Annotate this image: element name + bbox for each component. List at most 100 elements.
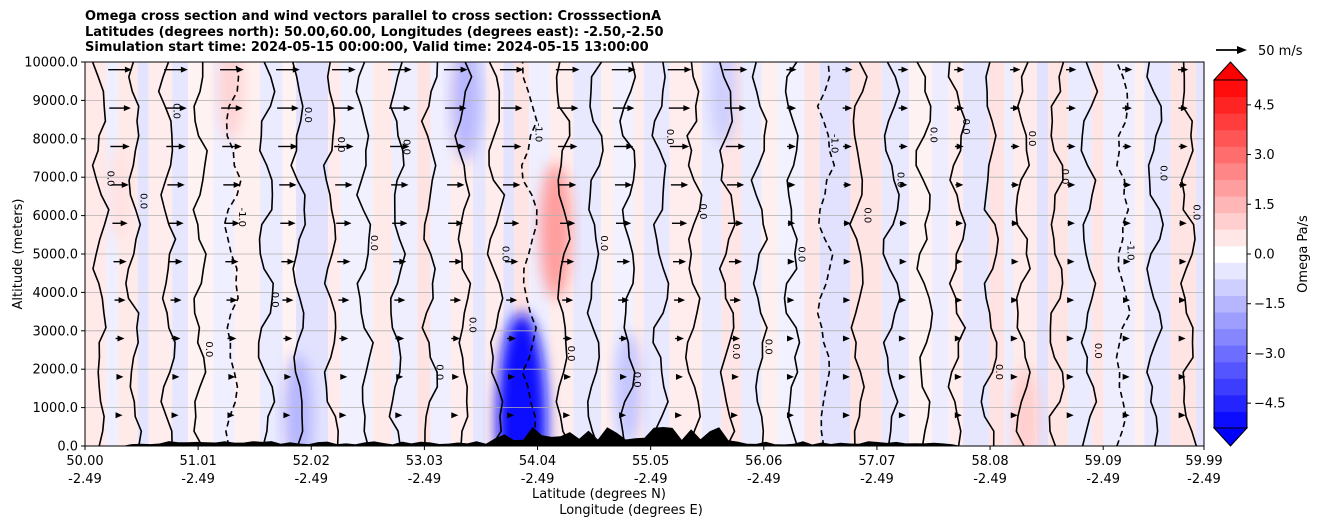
contour-line xyxy=(750,62,769,446)
x-tick-label-lon: -2.49 xyxy=(181,472,215,487)
contour-line xyxy=(816,62,836,446)
wind-vector-head xyxy=(628,66,636,73)
wind-vector-head xyxy=(1012,181,1020,188)
contour-label: 0.0 xyxy=(203,341,214,357)
wind-vectors xyxy=(108,66,1189,419)
wind-vector-head xyxy=(1122,335,1130,342)
wind-vector-head xyxy=(787,297,795,304)
wind-vector-head xyxy=(291,105,299,112)
wind-vector-head xyxy=(1010,335,1018,342)
colorbar-level xyxy=(1214,245,1247,263)
wind-vector-head xyxy=(1010,373,1018,380)
title-line-2: Latitudes (degrees north): 50.00,60.00, … xyxy=(85,24,664,40)
wind-vector-head xyxy=(1180,105,1188,112)
wind-vector-head xyxy=(287,258,295,265)
wind-vector-head xyxy=(955,297,963,304)
colorbar-level xyxy=(1214,262,1247,280)
wind-vector-head xyxy=(682,143,690,150)
contour-line xyxy=(388,62,407,446)
wind-vector-head xyxy=(1180,181,1188,188)
wind-vector-head xyxy=(789,105,797,112)
contour-line xyxy=(1048,62,1065,446)
wind-vector-head xyxy=(623,258,631,265)
wind-vector-head xyxy=(569,181,577,188)
contour-label: 0.0 xyxy=(697,204,708,220)
wind-vector-head xyxy=(285,335,293,342)
wind-vector-head xyxy=(345,181,353,188)
contour-line xyxy=(91,62,110,446)
contour-label: -1.0 xyxy=(829,134,840,154)
colorbar-level xyxy=(1214,312,1247,330)
x-tick-label-lat: 57.07 xyxy=(858,454,895,469)
wind-vector-head xyxy=(680,220,688,227)
wind-vector-head xyxy=(1068,181,1076,188)
wind-vector-head xyxy=(957,105,965,112)
contour-line xyxy=(684,62,703,446)
wind-vector-head xyxy=(842,373,850,380)
contour-label: 0.0 xyxy=(434,364,445,380)
wind-vector-head xyxy=(286,297,294,304)
colorbar-level xyxy=(1214,361,1247,379)
wind-vector-head xyxy=(1124,181,1132,188)
colorbar-extend-bottom xyxy=(1212,427,1249,447)
y-tick-label: 6000.0 xyxy=(33,209,79,224)
x-axis-label-lat: Latitude (degrees N) xyxy=(532,487,666,502)
contour-label: 0.0 xyxy=(565,346,576,362)
colorbar-level xyxy=(1214,80,1247,98)
wind-vector-head xyxy=(451,412,459,419)
colorbar-level xyxy=(1214,129,1247,147)
wind-vector-head xyxy=(457,181,465,188)
x-tick-label-lat: 50.00 xyxy=(66,454,103,469)
wind-vector-head xyxy=(342,297,350,304)
contour-line xyxy=(1080,62,1099,446)
omega-anomaly xyxy=(451,62,481,162)
wind-vector-head xyxy=(1013,105,1021,112)
wind-vector-head xyxy=(339,412,347,419)
wind-vector-head xyxy=(679,258,687,265)
wind-vector-head xyxy=(514,143,522,150)
wind-vector-head xyxy=(399,258,407,265)
contour-label: 0.0 xyxy=(631,372,642,388)
quiver-key-label: 50 m/s xyxy=(1258,44,1303,59)
wind-vector-head xyxy=(738,143,746,150)
wind-vector-head xyxy=(227,412,235,419)
wind-vector-head xyxy=(565,335,573,342)
wind-vector-head xyxy=(625,181,633,188)
wind-vector-head xyxy=(513,181,521,188)
wind-vector-head xyxy=(786,373,794,380)
wind-vector-head xyxy=(401,181,409,188)
contour-line xyxy=(947,62,967,446)
colorbar-level xyxy=(1214,378,1247,396)
wind-vector-head xyxy=(571,105,579,112)
x-axis-label-lon: Longitude (degrees E) xyxy=(559,503,703,518)
wind-vector-head xyxy=(955,258,963,265)
wind-vector-head xyxy=(283,412,291,419)
wind-vector-head xyxy=(898,412,906,419)
wind-vector-head xyxy=(173,335,181,342)
contour-line xyxy=(1015,62,1031,446)
wind-vector-head xyxy=(510,297,518,304)
contour-label: 0.0 xyxy=(269,292,280,308)
wind-vector-head xyxy=(459,105,467,112)
contour-line xyxy=(1115,62,1132,446)
wind-vector-head xyxy=(731,412,739,419)
wind-vector-head xyxy=(452,373,460,380)
contour-label: 0.0 xyxy=(335,137,346,153)
wind-vector-head xyxy=(899,258,907,265)
wind-vector-head xyxy=(460,66,468,73)
wind-vector-head xyxy=(179,105,187,112)
contour-label: 0.0 xyxy=(1092,343,1103,359)
wind-vector-head xyxy=(955,220,963,227)
wind-vector-head xyxy=(900,220,908,227)
wind-vector-head xyxy=(175,258,183,265)
wind-vector-head xyxy=(346,143,354,150)
colorbar-tick-label: −3.0 xyxy=(1254,347,1286,362)
wind-vector-head xyxy=(566,297,574,304)
contour-label: 0.0 xyxy=(993,364,1004,380)
x-tick-label-lat: 53.03 xyxy=(406,454,443,469)
wind-vector-head xyxy=(735,258,743,265)
wind-vector-head xyxy=(734,297,742,304)
wind-vector-head xyxy=(508,373,516,380)
colorbar-level xyxy=(1214,394,1247,412)
y-tick-label: 8000.0 xyxy=(33,132,79,147)
